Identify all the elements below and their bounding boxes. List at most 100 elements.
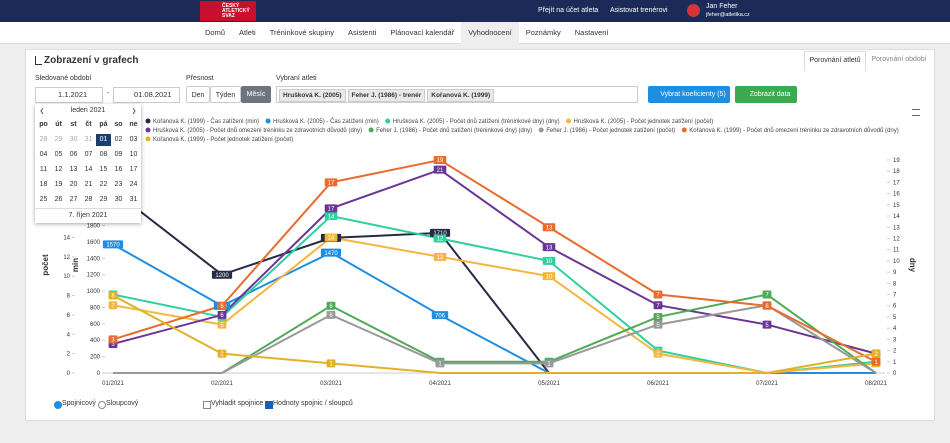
option[interactable]: Sloupcový bbox=[106, 400, 139, 407]
nav-item[interactable]: Nastavení bbox=[574, 27, 609, 37]
y-tick-label: 4 bbox=[893, 326, 897, 332]
dp-day[interactable]: 04 bbox=[39, 151, 48, 158]
button[interactable]: Zobrazit data bbox=[735, 86, 797, 103]
data-point bbox=[762, 320, 772, 329]
dp-day[interactable]: 13 bbox=[69, 166, 78, 173]
nav-item[interactable]: Tréninkové skupiny bbox=[269, 27, 335, 37]
data-label: 6 bbox=[329, 313, 333, 319]
dp-today[interactable]: 7. říjen 2021 bbox=[35, 208, 141, 223]
dp-weekday: ne bbox=[129, 121, 138, 128]
athletes-select[interactable]: Hrušková K. (2005) Feher J. (1986) - tren… bbox=[276, 86, 638, 103]
dp-day[interactable]: 12 bbox=[54, 166, 63, 173]
y-tick-label: 8 bbox=[67, 294, 71, 300]
dp-day[interactable]: 18 bbox=[39, 181, 48, 188]
chip[interactable]: Hrušková K. (2005) bbox=[279, 89, 346, 102]
tab[interactable]: Porovnání atletů bbox=[804, 51, 866, 72]
nav-item[interactable]: Plánovací kalendář bbox=[390, 27, 455, 37]
chip[interactable]: Kořanová K. (1999) bbox=[427, 89, 495, 102]
dp-day[interactable]: 15 bbox=[99, 166, 108, 173]
dp-weekday: po bbox=[39, 121, 48, 128]
dp-day[interactable]: 02 bbox=[114, 136, 123, 143]
data-label: 1 bbox=[874, 360, 878, 366]
data-point bbox=[324, 212, 338, 221]
data-label: 2 bbox=[656, 352, 660, 358]
dp-day[interactable]: 17 bbox=[129, 166, 138, 173]
nav-item[interactable]: Domů bbox=[205, 27, 226, 37]
option[interactable]: Vyhladit spojnice bbox=[211, 400, 264, 407]
dp-day[interactable]: 07 bbox=[84, 151, 93, 158]
option[interactable]: Spojnicový bbox=[62, 400, 96, 407]
nav-item[interactable]: Vyhodnocení bbox=[461, 21, 519, 44]
dp-day[interactable]: 27 bbox=[69, 196, 78, 203]
dp-day[interactable]: 14 bbox=[84, 166, 93, 173]
dp-day[interactable]: 11 bbox=[39, 166, 48, 173]
dp-day[interactable]: 05 bbox=[54, 151, 63, 158]
link[interactable]: Přejít na účet atleta bbox=[538, 7, 599, 14]
dp-day[interactable]: 28 bbox=[84, 196, 93, 203]
checkbox[interactable] bbox=[203, 401, 211, 409]
dp-day[interactable]: 21 bbox=[84, 181, 93, 188]
tab[interactable]: Porovnání období bbox=[871, 56, 927, 63]
checkbox[interactable] bbox=[265, 401, 273, 409]
data-point bbox=[326, 310, 336, 319]
radio[interactable] bbox=[98, 401, 106, 409]
dp-day[interactable]: 10 bbox=[129, 151, 138, 158]
dp-day[interactable]: 23 bbox=[114, 181, 123, 188]
dp-day[interactable]: 29 bbox=[99, 196, 108, 203]
dp-arrows[interactable] bbox=[35, 104, 141, 118]
data-point bbox=[762, 301, 772, 310]
dp-day[interactable]: 03 bbox=[129, 136, 138, 143]
avatar[interactable] bbox=[687, 4, 700, 17]
data-label: 17 bbox=[328, 181, 335, 187]
link[interactable]: Asistovat trenérovi bbox=[610, 7, 668, 14]
dp-day[interactable]: 30 bbox=[114, 196, 123, 203]
nav-item[interactable]: Atleti bbox=[239, 27, 256, 37]
precision-btn[interactable]: Týden bbox=[210, 86, 241, 103]
legend-swatch bbox=[566, 118, 571, 124]
logo[interactable]: ČESKÝ ATLETICKÝ SVAZ bbox=[200, 1, 256, 21]
dp-day[interactable]: 30 bbox=[69, 136, 78, 143]
data-point bbox=[320, 248, 342, 257]
dp-day[interactable]: 29 bbox=[54, 136, 63, 143]
y-tick-label: 1400 bbox=[87, 256, 101, 262]
dp-day[interactable]: 08 bbox=[99, 151, 108, 158]
dp-day[interactable]: 22 bbox=[99, 181, 108, 188]
y-tick-label: 800 bbox=[90, 305, 101, 311]
axis-title: počet bbox=[41, 254, 50, 276]
logo-text: ČESKÝ ATLETICKÝ SVAZ bbox=[222, 3, 250, 19]
option[interactable]: Hodnoty spojnic / sloupců bbox=[273, 400, 353, 407]
data-point bbox=[324, 233, 338, 242]
dp-day[interactable]: 26 bbox=[54, 196, 63, 203]
series-line bbox=[112, 189, 876, 374]
dp-day[interactable]: 19 bbox=[54, 181, 63, 188]
dp-day[interactable]: 24 bbox=[129, 181, 138, 188]
precision-btn[interactable]: Den bbox=[186, 86, 210, 103]
date-input[interactable]: 1.1.2021 bbox=[35, 87, 103, 103]
nav-item[interactable]: Asistenti bbox=[348, 27, 377, 37]
y-tick-label: 400 bbox=[90, 338, 101, 344]
chart-icon bbox=[35, 56, 42, 65]
data-label: 14 bbox=[328, 214, 335, 220]
nav-item[interactable]: Poznámky bbox=[525, 27, 561, 37]
dp-day[interactable]: 16 bbox=[114, 166, 123, 173]
dp-day[interactable]: 31 bbox=[129, 196, 138, 203]
dp-day[interactable]: 06 bbox=[69, 151, 78, 158]
precision-btn[interactable]: Měsíc bbox=[241, 86, 271, 103]
dp-month: leden 2021 bbox=[70, 107, 106, 114]
dp-day[interactable]: 31 bbox=[84, 136, 93, 143]
dp-day[interactable]: 20 bbox=[69, 181, 78, 188]
dp-day[interactable]: 01 bbox=[96, 134, 111, 146]
menu-icon[interactable] bbox=[912, 109, 920, 116]
dp-day[interactable]: 28 bbox=[39, 136, 48, 143]
data-label: 1470 bbox=[324, 251, 338, 257]
dp-day[interactable]: 25 bbox=[39, 196, 48, 203]
radio[interactable] bbox=[54, 401, 62, 409]
chip[interactable]: Feher J. (1986) - trenér bbox=[347, 89, 426, 102]
top-bar: ČESKÝ ATLETICKÝ SVAZ Přejít na účet atle… bbox=[0, 0, 950, 22]
date-input[interactable]: 01.08.2021 bbox=[113, 87, 180, 103]
button[interactable]: Vybrat koeficienty (5) bbox=[648, 86, 730, 103]
data-label: 3 bbox=[111, 338, 115, 344]
dp-day[interactable]: 09 bbox=[114, 151, 123, 158]
